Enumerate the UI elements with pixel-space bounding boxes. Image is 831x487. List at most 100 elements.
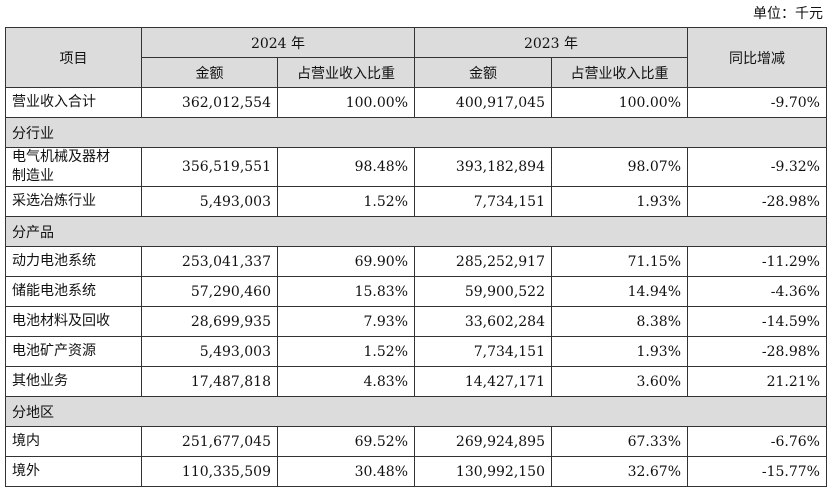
value-cell: 130,992,150 bbox=[414, 456, 552, 487]
value-cell: 362,012,554 bbox=[141, 87, 278, 118]
header-cell: 占营业收入比重 bbox=[551, 57, 688, 88]
section-label: 分行业 bbox=[5, 117, 827, 148]
row-label: 境外 bbox=[12, 463, 40, 479]
value-cell: 69.52% bbox=[277, 426, 415, 457]
row-label-cell: 电气机械及器材制造业 bbox=[5, 147, 142, 187]
value-cell: 59,900,522 bbox=[414, 276, 552, 307]
value-cell: 14.94% bbox=[551, 276, 688, 307]
header-cell: 项目 bbox=[5, 27, 142, 88]
value-cell: -9.70% bbox=[687, 87, 827, 118]
header-cell: 金额 bbox=[414, 57, 552, 88]
header-row: 项目 2024 年 2023 年 同比增减 bbox=[5, 27, 827, 88]
value-cell: 7,734,151 bbox=[414, 186, 552, 217]
row-label-cell: 电池材料及回收 bbox=[5, 306, 142, 337]
data-row: 采选冶炼行业 5,493,003 1.52% 7,734,151 1.93% -28.98… bbox=[5, 186, 827, 217]
value-cell: 15.83% bbox=[277, 276, 415, 307]
value-cell: 1.93% bbox=[551, 336, 688, 367]
value-cell: 14,427,171 bbox=[414, 366, 552, 397]
section-label: 分地区 bbox=[5, 396, 827, 427]
data-row: 储能电池系统 57,290,460 15.83% 59,900,522 14.94% -4… bbox=[5, 276, 827, 307]
row-label-cell: 境外 bbox=[5, 456, 142, 487]
row-label: 营业收入合计 bbox=[12, 94, 96, 110]
data-row: 电池矿产资源 5,493,003 1.52% 7,734,151 1.93% -28.98… bbox=[5, 336, 827, 367]
value-cell: 98.48% bbox=[277, 147, 415, 187]
value-cell: 393,182,894 bbox=[414, 147, 552, 187]
value-cell: -14.59% bbox=[687, 306, 827, 337]
row-label: 电气机械及器材制造业 bbox=[12, 149, 110, 184]
data-row: 营业收入合计 362,012,554 100.00% 400,917,045 100.0… bbox=[5, 87, 827, 118]
header-cell: 2024 年 bbox=[141, 27, 415, 58]
value-cell: 269,924,895 bbox=[414, 426, 552, 457]
value-cell: 1.52% bbox=[277, 186, 415, 217]
section-row: 分行业 bbox=[5, 117, 827, 148]
value-cell: -4.36% bbox=[687, 276, 827, 307]
data-row: 境外 110,335,509 30.48% 130,992,150 32.67% -15.… bbox=[5, 456, 827, 487]
unit-note: 单位：千元 bbox=[753, 6, 823, 22]
header-cell: 同比增减 bbox=[687, 27, 827, 88]
value-cell: 98.07% bbox=[551, 147, 688, 187]
value-cell: 69.90% bbox=[277, 246, 415, 277]
row-label-cell: 采选冶炼行业 bbox=[5, 186, 142, 217]
value-cell: 17,487,818 bbox=[141, 366, 278, 397]
row-label: 境内 bbox=[12, 433, 40, 449]
value-cell: 7.93% bbox=[277, 306, 415, 337]
value-cell: -28.98% bbox=[687, 336, 827, 367]
section-row: 分产品 bbox=[5, 216, 827, 247]
row-label: 其他业务 bbox=[12, 373, 68, 389]
value-cell: 57,290,460 bbox=[141, 276, 278, 307]
value-cell: -28.98% bbox=[687, 186, 827, 217]
value-cell: 33,602,284 bbox=[414, 306, 552, 337]
row-label-cell: 储能电池系统 bbox=[5, 276, 142, 307]
row-label: 动力电池系统 bbox=[12, 253, 96, 269]
header-row: 金额 占营业收入比重 金额 占营业收入比重 bbox=[6, 57, 827, 88]
revenue-table: 项目 2024 年 2023 年 同比增减 金额 占营业收入比重 金额 占营业收入比重… bbox=[5, 27, 827, 487]
row-label-cell: 电池矿产资源 bbox=[5, 336, 142, 367]
value-cell: 28,699,935 bbox=[141, 306, 278, 337]
row-label-cell: 营业收入合计 bbox=[5, 87, 142, 118]
value-cell: 253,041,337 bbox=[141, 246, 278, 277]
value-cell: 71.15% bbox=[551, 246, 688, 277]
header-cell: 占营业收入比重 bbox=[277, 57, 415, 88]
data-row: 动力电池系统 253,041,337 69.90% 285,252,917 71.15%… bbox=[5, 246, 827, 277]
value-cell: 285,252,917 bbox=[414, 246, 552, 277]
value-cell: 110,335,509 bbox=[141, 456, 278, 487]
value-cell: 5,493,003 bbox=[141, 186, 278, 217]
row-label: 储能电池系统 bbox=[12, 283, 96, 299]
value-cell: -9.32% bbox=[687, 147, 827, 187]
header-cell: 金额 bbox=[141, 57, 278, 88]
section-row: 分地区 bbox=[5, 396, 827, 427]
data-row: 电气机械及器材制造业 356,519,551 98.48% 393,182,894 98… bbox=[5, 147, 827, 187]
value-cell: 251,677,045 bbox=[141, 426, 278, 457]
data-row: 电池材料及回收 28,699,935 7.93% 33,602,284 8.38% -14… bbox=[5, 306, 827, 337]
value-cell: 21.21% bbox=[687, 366, 827, 397]
value-cell: -15.77% bbox=[687, 456, 827, 487]
value-cell: 4.83% bbox=[277, 366, 415, 397]
section-label: 分产品 bbox=[5, 216, 827, 247]
row-label: 采选冶炼行业 bbox=[12, 193, 96, 209]
value-cell: 8.38% bbox=[551, 306, 688, 337]
value-cell: 7,734,151 bbox=[414, 336, 552, 367]
value-cell: 5,493,003 bbox=[141, 336, 278, 367]
value-cell: 3.60% bbox=[551, 366, 688, 397]
row-label: 电池材料及回收 bbox=[12, 313, 110, 329]
value-cell: 100.00% bbox=[551, 87, 688, 118]
value-cell: -6.76% bbox=[687, 426, 827, 457]
row-label-cell: 动力电池系统 bbox=[5, 246, 142, 277]
table-body: 项目 2024 年 2023 年 同比增减 金额 占营业收入比重 金额 占营业收入比重… bbox=[5, 27, 827, 487]
value-cell: 32.67% bbox=[551, 456, 688, 487]
value-cell: 400,917,045 bbox=[414, 87, 552, 118]
header-cell: 2023 年 bbox=[414, 27, 688, 58]
data-row: 境内 251,677,045 69.52% 269,924,895 67.33% -6.7… bbox=[5, 426, 827, 457]
row-label: 电池矿产资源 bbox=[12, 343, 96, 359]
value-cell: 30.48% bbox=[277, 456, 415, 487]
data-row: 其他业务 17,487,818 4.83% 14,427,171 3.60% 21.21% bbox=[5, 366, 827, 397]
value-cell: 100.00% bbox=[277, 87, 415, 118]
value-cell: 1.93% bbox=[551, 186, 688, 217]
value-cell: 67.33% bbox=[551, 426, 688, 457]
value-cell: 356,519,551 bbox=[141, 147, 278, 187]
row-label-cell: 其他业务 bbox=[5, 366, 142, 397]
value-cell: 1.52% bbox=[277, 336, 415, 367]
row-label-cell: 境内 bbox=[5, 426, 142, 457]
value-cell: -11.29% bbox=[687, 246, 827, 277]
